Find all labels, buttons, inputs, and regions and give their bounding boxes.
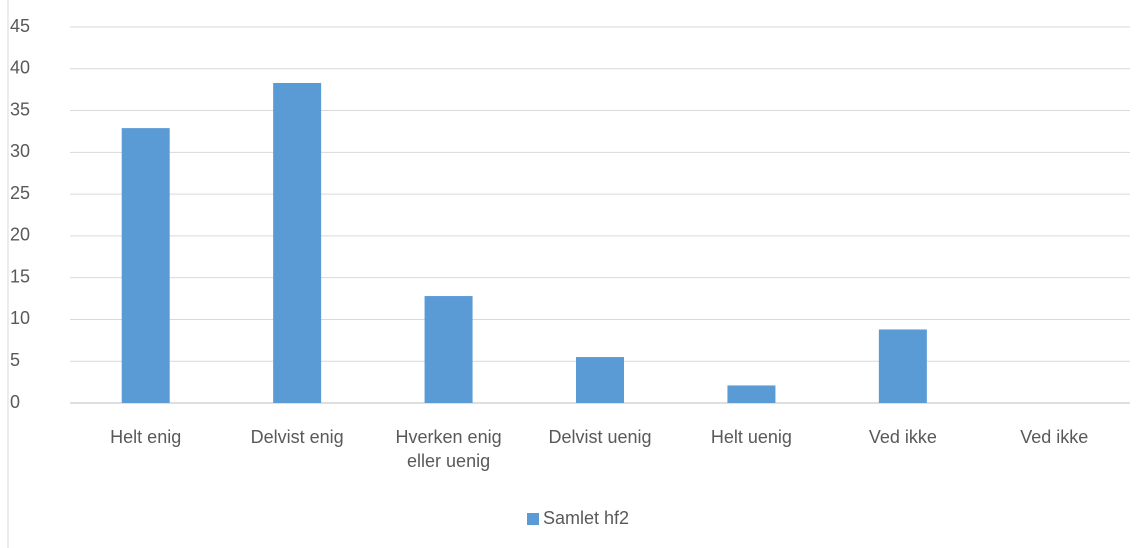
y-tick-label: 25: [10, 183, 30, 203]
bar: [424, 296, 473, 403]
x-tick-label: Delvist enig: [250, 427, 344, 447]
x-tick-label: Hverken enig eller uenig: [395, 427, 502, 471]
bar: [576, 357, 624, 403]
x-tick-label: Helt uenig: [710, 427, 792, 447]
bar: [727, 385, 776, 403]
y-tick-label: 0: [10, 392, 20, 412]
y-tick-label: 5: [10, 350, 20, 370]
x-tick-label: Ved ikke: [868, 427, 937, 447]
legend-label: Samlet hf2: [543, 508, 629, 528]
y-tick-label: 10: [10, 308, 30, 328]
y-tick-label: 35: [10, 99, 30, 119]
x-tick-label: Helt enig: [110, 427, 182, 447]
x-tick-label: Delvist uenig: [548, 427, 652, 447]
bar: [878, 329, 927, 403]
y-tick-label: 20: [10, 225, 30, 245]
bar: [273, 82, 322, 403]
chart-border: [7, 0, 9, 548]
x-tick-label: Ved ikke: [1020, 427, 1089, 447]
y-tick-label: 45: [10, 16, 30, 36]
legend-swatch: [527, 513, 539, 525]
bar: [121, 128, 170, 403]
y-tick-label: 15: [10, 266, 30, 286]
y-tick-label: 40: [10, 58, 30, 78]
y-tick-label: 30: [10, 141, 30, 161]
